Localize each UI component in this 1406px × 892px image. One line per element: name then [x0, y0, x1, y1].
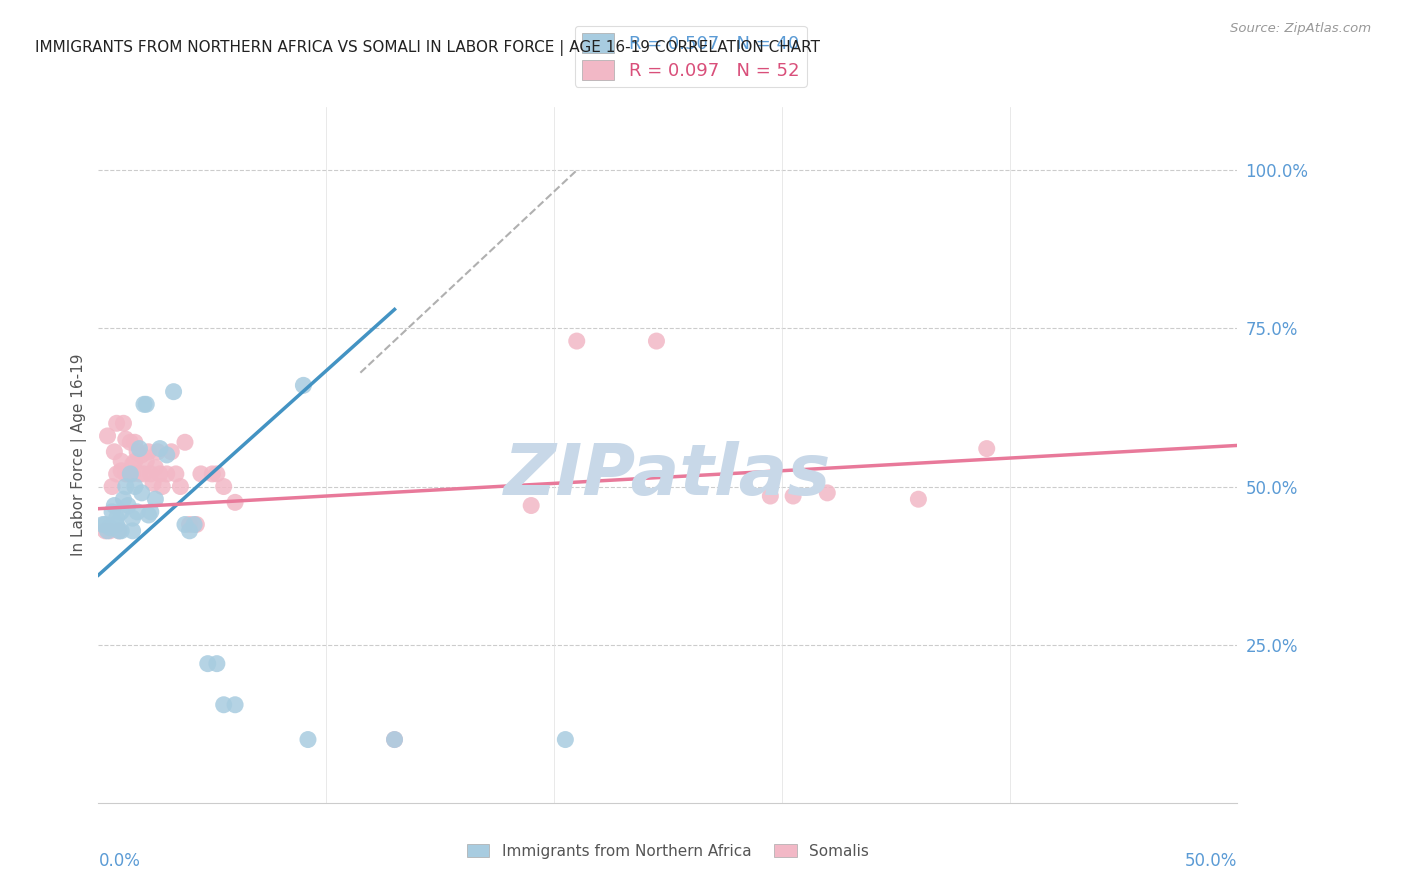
Point [224, 698, 246, 712]
Point [565, 334, 588, 348]
Point [117, 467, 139, 481]
Point [384, 732, 406, 747]
Point [297, 732, 319, 747]
Point [114, 432, 136, 446]
Point [205, 467, 228, 481]
Point [146, 444, 169, 458]
Point [165, 467, 187, 481]
Point [128, 467, 150, 481]
Point [114, 479, 136, 493]
Point [907, 492, 929, 507]
Point [128, 442, 150, 456]
Point [156, 448, 179, 462]
Point [132, 397, 155, 411]
Point [782, 489, 804, 503]
Point [183, 517, 205, 532]
Point [224, 495, 246, 509]
Point [127, 444, 149, 458]
Point [150, 479, 173, 493]
Point [179, 524, 201, 538]
Point [120, 467, 142, 481]
Point [110, 464, 132, 478]
Point [138, 444, 160, 458]
Point [186, 517, 208, 532]
Point [96, 524, 118, 538]
Point [124, 454, 146, 468]
Point [132, 467, 155, 481]
Text: ZIPatlas: ZIPatlas [505, 442, 831, 510]
Point [117, 499, 139, 513]
Point [103, 499, 125, 513]
Point [105, 467, 128, 481]
Y-axis label: In Labor Force | Age 16-19: In Labor Force | Age 16-19 [72, 353, 87, 557]
Point [142, 476, 165, 491]
Point [976, 442, 998, 456]
Point [174, 435, 197, 450]
Point [135, 397, 157, 411]
Point [105, 511, 128, 525]
Point [201, 467, 224, 481]
Point [156, 467, 179, 481]
Point [138, 508, 160, 522]
Point [160, 444, 183, 458]
Point [179, 517, 201, 532]
Point [101, 479, 124, 493]
Point [96, 429, 118, 443]
Point [121, 511, 143, 525]
Point [162, 384, 184, 399]
Point [112, 417, 135, 431]
Point [98, 521, 121, 535]
Point [108, 524, 131, 538]
Point [145, 492, 167, 507]
Point [108, 524, 131, 538]
Point [197, 657, 219, 671]
Text: Source: ZipAtlas.com: Source: ZipAtlas.com [1230, 22, 1371, 36]
Point [149, 467, 172, 481]
Point [145, 460, 167, 475]
Point [110, 454, 132, 468]
Point [139, 505, 162, 519]
Point [127, 505, 149, 519]
Point [815, 486, 838, 500]
Text: IMMIGRANTS FROM NORTHERN AFRICA VS SOMALI IN LABOR FORCE | AGE 16-19 CORRELATION: IMMIGRANTS FROM NORTHERN AFRICA VS SOMAL… [35, 40, 820, 56]
Point [384, 732, 406, 747]
Point [124, 479, 146, 493]
Point [121, 524, 143, 538]
Point [135, 454, 157, 468]
Point [554, 732, 576, 747]
Point [190, 467, 212, 481]
Point [91, 517, 114, 532]
Point [645, 334, 668, 348]
Point [121, 458, 143, 472]
Point [114, 467, 136, 481]
Point [112, 492, 135, 507]
Point [94, 524, 117, 538]
Point [121, 467, 143, 481]
Point [105, 517, 128, 532]
Point [110, 524, 132, 538]
Point [292, 378, 315, 392]
Point [94, 517, 117, 532]
Point [149, 442, 172, 456]
Point [131, 448, 153, 462]
Point [98, 524, 121, 538]
Point [212, 479, 235, 493]
Point [759, 489, 782, 503]
Point [103, 444, 125, 458]
Point [520, 499, 543, 513]
Point [212, 698, 235, 712]
Point [169, 479, 191, 493]
Legend: Immigrants from Northern Africa, Somalis: Immigrants from Northern Africa, Somalis [460, 838, 876, 864]
Text: 0.0%: 0.0% [98, 852, 141, 870]
Point [101, 505, 124, 519]
Point [110, 505, 132, 519]
Point [139, 467, 162, 481]
Point [120, 435, 142, 450]
Point [131, 486, 153, 500]
Point [105, 417, 128, 431]
Text: 50.0%: 50.0% [1185, 852, 1237, 870]
Point [124, 435, 146, 450]
Point [205, 657, 228, 671]
Point [174, 517, 197, 532]
